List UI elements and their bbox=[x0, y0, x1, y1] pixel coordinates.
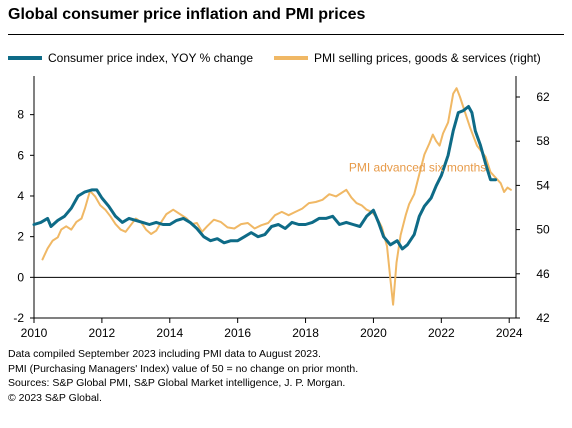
legend: Consumer price index, YOY % change PMI s… bbox=[8, 51, 564, 69]
legend-label-cpi: Consumer price index, YOY % change bbox=[48, 51, 254, 65]
y-left-tick-label: 0 bbox=[17, 270, 24, 284]
footnote-line: Sources: S&P Global PMI, S&P Global Mark… bbox=[8, 377, 346, 389]
footnotes: Data compiled September 2023 including P… bbox=[8, 347, 358, 405]
footnote-line: PMI (Purchasing Managers' Index) value o… bbox=[8, 362, 359, 375]
x-tick-label: 2022 bbox=[428, 326, 455, 340]
x-tick-label: 2020 bbox=[360, 326, 387, 340]
y-left-tick-label: 4 bbox=[17, 189, 24, 203]
x-tick-label: 2018 bbox=[292, 326, 319, 340]
y-left-tick-label: -2 bbox=[13, 311, 24, 325]
y-right-tick-label: 62 bbox=[536, 90, 550, 104]
chart-title: Global consumer price inflation and PMI … bbox=[8, 6, 366, 23]
y-left-tick-label: 6 bbox=[17, 148, 24, 162]
x-tick-label: 2024 bbox=[496, 326, 523, 340]
y-right-tick-label: 54 bbox=[536, 178, 550, 192]
pmi-annotation: PMI advanced six months bbox=[349, 161, 486, 175]
legend-item-pmi: PMI selling prices, goods & services (ri… bbox=[274, 51, 541, 65]
x-tick-label: 2014 bbox=[156, 326, 183, 340]
y-right-tick-label: 50 bbox=[536, 223, 550, 237]
legend-label-pmi: PMI selling prices, goods & services (ri… bbox=[314, 51, 541, 65]
legend-item-cpi: Consumer price index, YOY % change bbox=[8, 51, 253, 65]
y-left-tick-label: 8 bbox=[17, 108, 24, 122]
x-tick-label: 2012 bbox=[89, 326, 116, 340]
y-right-tick-label: 46 bbox=[536, 267, 550, 281]
footnote-line: Data compiled September 2023 including P… bbox=[8, 348, 321, 360]
legend-swatch-pmi bbox=[274, 56, 308, 60]
y-right-tick-label: 42 bbox=[536, 311, 550, 325]
y-left-tick-label: 2 bbox=[17, 230, 24, 244]
footnote-line: © 2023 S&P Global. bbox=[8, 391, 102, 404]
pmi-series-line bbox=[41, 87, 512, 306]
x-tick-label: 2010 bbox=[21, 326, 48, 340]
x-tick-label: 2016 bbox=[224, 326, 251, 340]
title-rule bbox=[8, 34, 564, 35]
y-right-tick-label: 58 bbox=[536, 134, 550, 148]
legend-swatch-cpi bbox=[8, 56, 42, 60]
cpi-series-line bbox=[32, 105, 498, 251]
